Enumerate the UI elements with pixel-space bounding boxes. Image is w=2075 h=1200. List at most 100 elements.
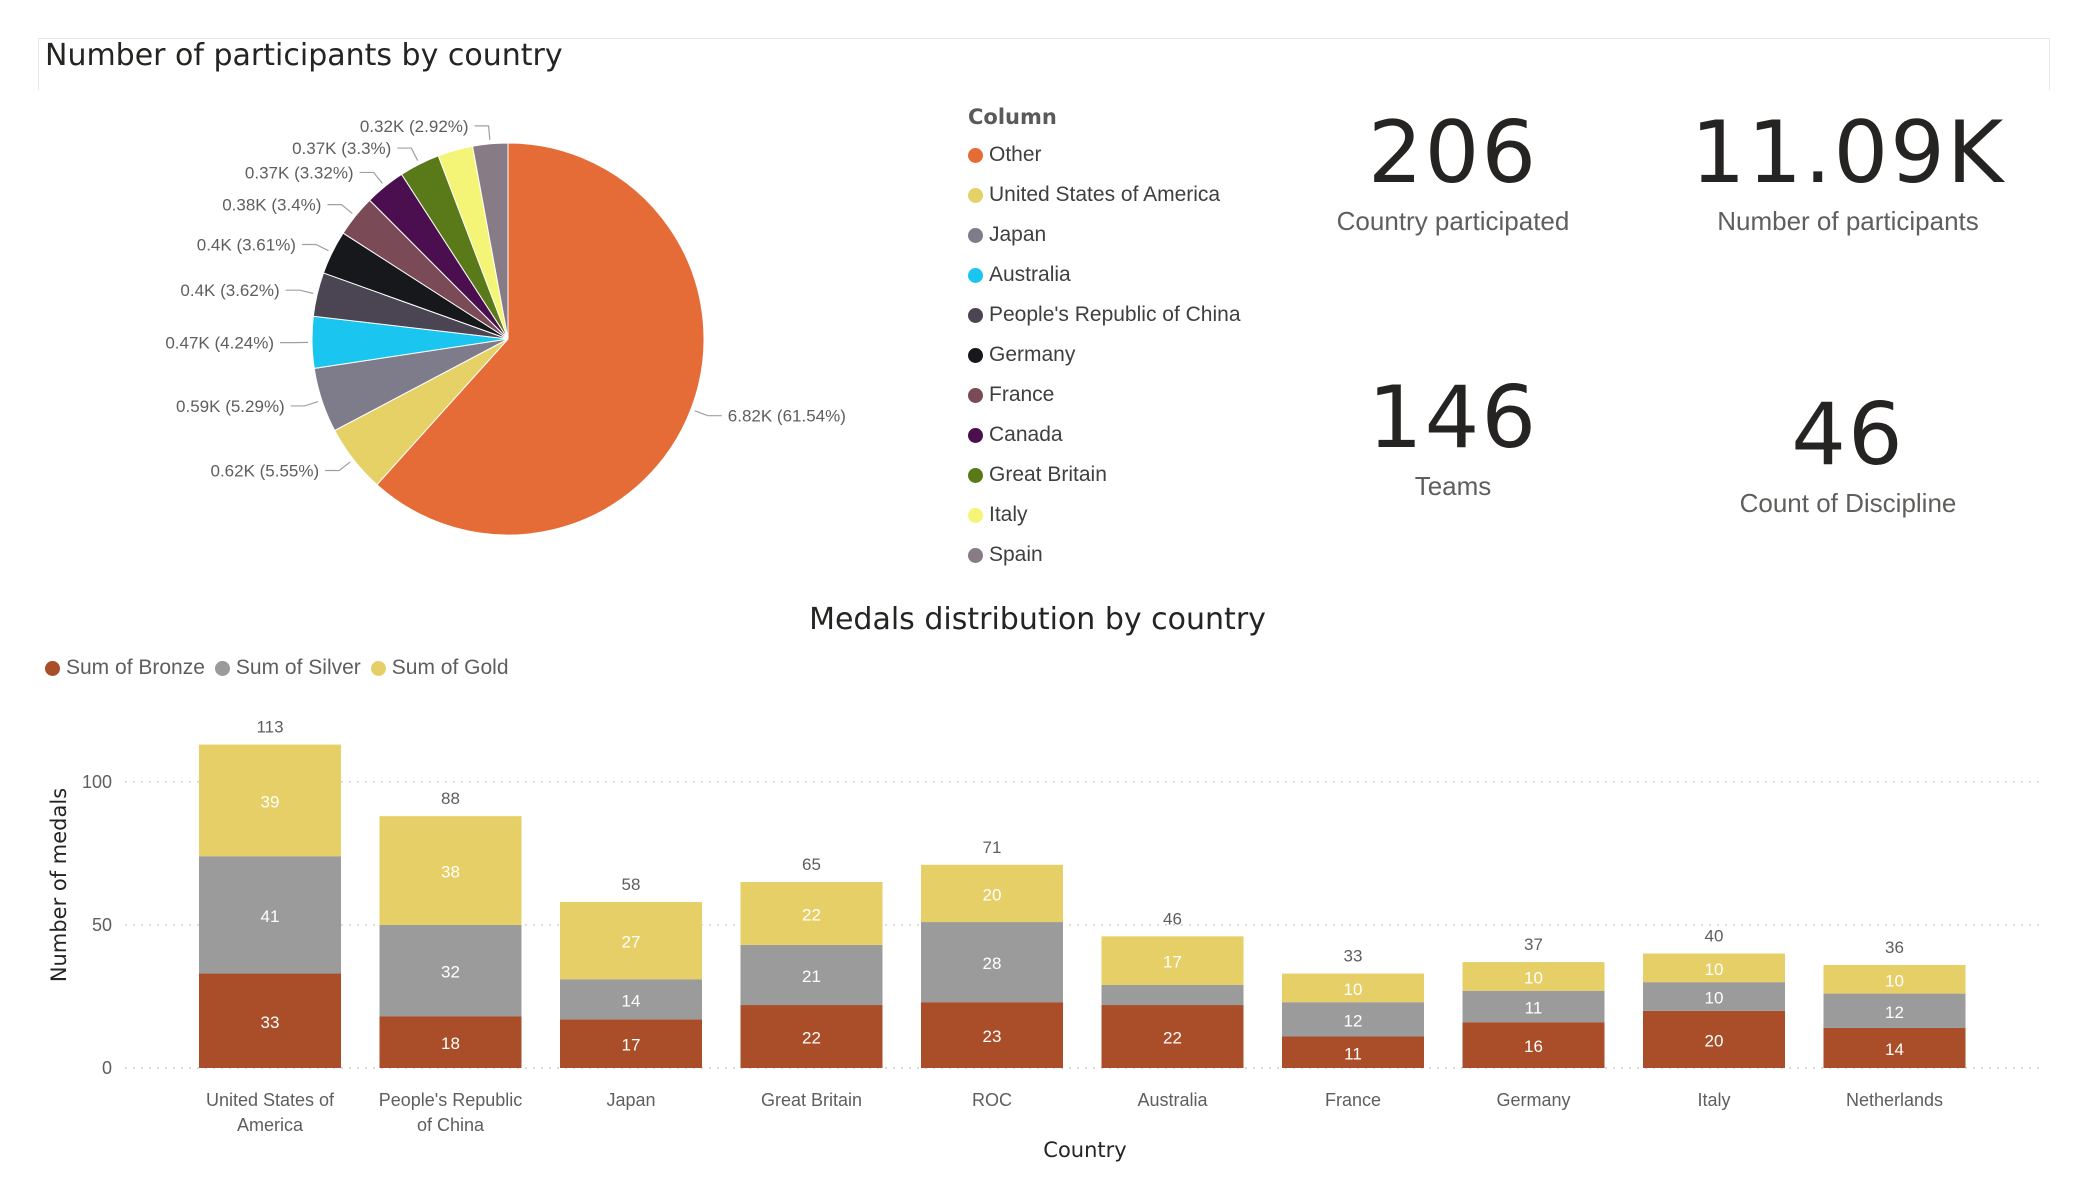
pie-legend-item-10[interactable]: Spain [968,535,1241,575]
bar-data-label: 14 [622,991,641,1010]
legend-dot-icon [214,660,230,676]
bar-data-label: 10 [1344,980,1363,999]
pie-data-label-5: 0.4K (3.61%) [197,236,296,255]
bar-total-label: 46 [1163,909,1182,928]
pie-data-label-1: 0.62K (5.55%) [210,462,319,481]
bar-segment[interactable] [740,1005,883,1068]
pie-legend-item-1[interactable]: United States of America [968,175,1241,215]
bar-data-label: 28 [983,954,1002,973]
bar-segment[interactable] [379,1016,522,1068]
bar-data-label: 41 [261,907,280,926]
bar-segment[interactable] [560,979,702,1020]
x-tick-label: United States of [206,1090,335,1110]
bar-segment[interactable] [740,881,883,945]
y-tick-label-0: 0 [102,1058,112,1078]
card-participants: 11.09K Number of participants [1638,110,2058,237]
pie-legend-item-8[interactable]: Great Britain [968,455,1241,495]
pie-leader-line-8 [397,147,419,161]
pie-legend-item-3[interactable]: Australia [968,255,1241,295]
pie-legend-label: Italy [989,503,1028,526]
x-tick-label: Great Britain [761,1090,862,1110]
pie-data-label-10: 0.32K (2.92%) [360,117,469,136]
pie-leader-line-7 [359,171,383,184]
bar-segment[interactable] [199,973,341,1068]
bar-total-label: 36 [1885,938,1904,957]
card-countries-label: Country participated [1336,206,1570,236]
y-tick-label-2: 100 [82,772,112,792]
legend-dot-icon [370,660,386,676]
bar-data-label: 21 [802,967,821,986]
bar-data-label: 32 [441,963,460,982]
pie-legend-items: Other United States of America Japan Austra… [968,135,1241,575]
bar-data-label: 23 [983,1027,1002,1046]
bar-segment[interactable] [740,944,883,1006]
bar-segment[interactable] [1101,936,1244,986]
bar-legend-item-1[interactable]: Sum of Silver [214,656,361,680]
bar-total-label: 33 [1344,947,1363,966]
legend-dot-icon [968,187,983,203]
pie-slice-10[interactable] [471,142,509,340]
bar-total-label: 40 [1705,927,1724,946]
pie-legend-label: Japan [989,223,1047,246]
bar-legend-label: Sum of Bronze [66,656,205,679]
bar-segment[interactable] [1282,1036,1424,1068]
bar-segment[interactable] [1823,993,1966,1028]
bar-legend: Sum of Bronze Sum of Silver Sum of Gold [45,656,519,680]
card-countries-value: 206 [1367,103,1539,203]
pie-legend-item-4[interactable]: People's Republic of China [968,295,1241,335]
bar-segment[interactable] [1643,982,1785,1011]
pie-legend-item-2[interactable]: Japan [968,215,1241,255]
bar-segment[interactable] [1643,1010,1785,1068]
bar-data-label: 10 [1885,971,1904,990]
pie-legend-item-5[interactable]: Germany [968,335,1241,375]
bar-legend-item-2[interactable]: Sum of Gold [370,656,509,680]
x-tick-label: France [1325,1090,1381,1110]
bar-segment[interactable] [1282,973,1424,1003]
y-tick-label-1: 50 [92,915,112,935]
bar-segment[interactable] [379,924,522,1017]
legend-dot-icon [968,467,983,483]
bar-segment[interactable] [1462,990,1605,1023]
bar-total-label: 88 [441,789,460,808]
bar-segment[interactable] [560,1019,702,1068]
bar-segment[interactable] [199,856,341,974]
pie-legend-item-0[interactable]: Other [968,135,1241,175]
card-discipline-value: 46 [1791,385,1905,485]
bar-segment[interactable] [1823,1027,1966,1068]
pie-legend-item-9[interactable]: Italy [968,495,1241,535]
bar-data-label: 14 [1885,1040,1904,1059]
pie-leader-line-2 [290,400,319,407]
bar-segment[interactable] [1101,985,1244,1006]
bar-segment[interactable] [1462,1022,1605,1068]
bar-segment[interactable] [921,864,1063,923]
bar-segment[interactable] [1101,1005,1244,1068]
bar-data-label: 22 [1163,1029,1182,1048]
legend-dot-icon [968,547,983,563]
legend-dot-icon [968,227,983,243]
legend-dot-icon [968,507,983,523]
bar-segment[interactable] [921,1002,1063,1068]
pie-legend-title: Column [968,105,1057,129]
bar-segment[interactable] [921,922,1063,1003]
bar-segment[interactable] [199,744,341,857]
bar-segment[interactable] [1823,964,1966,994]
bar-segment[interactable] [379,816,522,925]
x-tick-label: Australia [1137,1090,1208,1110]
pie-slice-0[interactable] [376,142,705,536]
pie-leader-line-1 [325,461,351,472]
bar-legend-item-0[interactable]: Sum of Bronze [45,656,205,680]
x-axis-title: Country [1043,1138,1126,1162]
pie-chart[interactable]: 6.82K (61.54%) 0.62K (5.55%) 0.59K (5.29%)… [0,0,2075,600]
bar-segment[interactable] [1643,953,1785,983]
pie-legend-item-6[interactable]: France [968,375,1241,415]
bar-data-label: 10 [1705,960,1724,979]
card-teams-label: Teams [1414,471,1492,501]
pie-legend-item-7[interactable]: Canada [968,415,1241,455]
pie-data-label-4: 0.4K (3.62%) [180,281,279,300]
bar-data-label: 11 [1525,998,1543,1017]
bar-segment[interactable] [1282,1002,1424,1037]
bar-data-label: 17 [1163,953,1182,972]
bar-segment[interactable] [1462,962,1605,991]
bar-segment[interactable] [560,902,702,980]
